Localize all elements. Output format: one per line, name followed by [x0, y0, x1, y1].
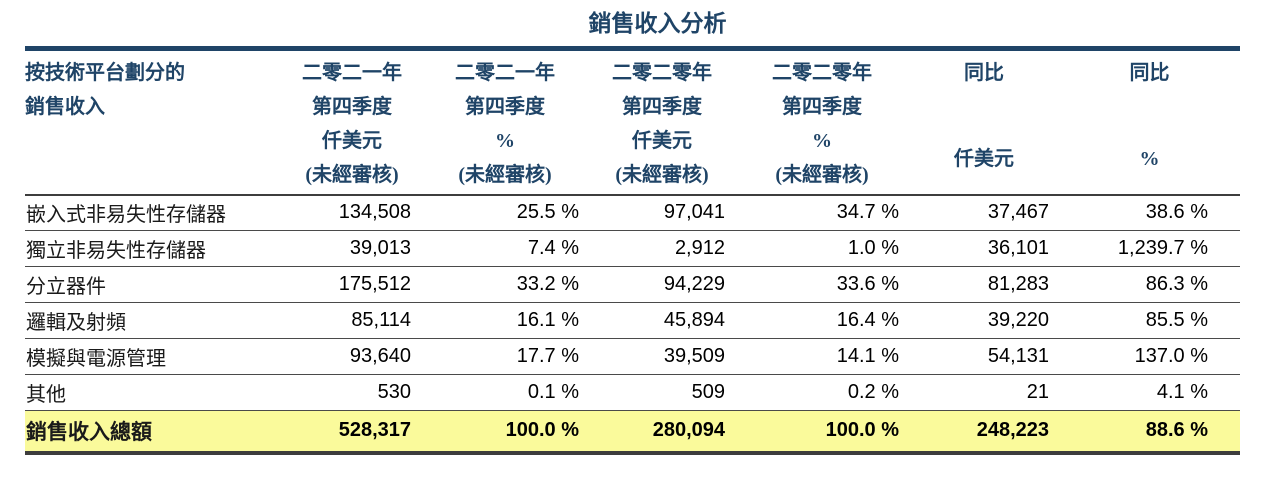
- cell-yoy-usd: 36,101: [987, 237, 1049, 259]
- table-row: 模擬與電源管理 93,640 17.7 % 39,509 14.1 % 54,1…: [25, 339, 1240, 375]
- header-platform: 按技術平台劃分的 銷售收入: [25, 49, 283, 195]
- header-line: 同比: [964, 62, 1004, 84]
- cell-2020q4-usd: 509: [691, 381, 725, 403]
- table-row: 其他 530 0.1 % 509 0.2 % 21 4.1 %: [25, 375, 1240, 411]
- cell-2021q4-usd: 93,640: [349, 345, 411, 367]
- header-row: 按技術平台劃分的 銷售收入 二零二一年 第四季度 仟美元 (未經審核) 二零二一…: [25, 49, 1240, 195]
- header-line: %: [495, 130, 515, 152]
- cell-2020q4-usd: 45,894: [663, 309, 725, 331]
- table-row: 分立器件 175,512 33.2 % 94,229 33.6 % 81,283…: [25, 267, 1240, 303]
- row-label: 其他: [26, 384, 66, 406]
- header-line: %: [812, 130, 832, 152]
- header-yoy-pct: 同比 %: [1059, 49, 1240, 195]
- header-line: 第四季度: [622, 96, 702, 118]
- cell-yoy-pct: 4.1 %: [1156, 381, 1208, 403]
- cell-yoy-usd: 39,220: [987, 309, 1049, 331]
- cell-2020q4-usd: 39,509: [663, 345, 725, 367]
- header-line: %: [1139, 148, 1160, 170]
- header-line: 二零二一年: [302, 62, 402, 84]
- header-line: 第四季度: [312, 96, 392, 118]
- revenue-analysis-section: 銷售收入分析 按技術平台劃分的 銷售收入 二零二一年 第四季度 仟美元: [25, 0, 1240, 455]
- header-line: 仟美元: [322, 130, 382, 152]
- table-row: 嵌入式非易失性存儲器 134,508 25.5 % 97,041 34.7 % …: [25, 195, 1240, 231]
- header-line: 二零二一年: [455, 62, 555, 84]
- cell-2021q4-usd: 134,508: [338, 201, 411, 224]
- cell-2021q4-pct: 33.2 %: [516, 273, 579, 295]
- cell-yoy-pct: 1,239.7 %: [1117, 237, 1208, 259]
- total-2021q4-pct: 100.0 %: [505, 419, 579, 442]
- cell-yoy-pct: 85.5 %: [1145, 309, 1208, 331]
- cell-2021q4-pct: 17.7 %: [516, 345, 579, 367]
- cell-2021q4-pct: 7.4 %: [527, 237, 579, 259]
- row-label: 分立器件: [26, 276, 106, 298]
- cell-2020q4-pct: 33.6 %: [836, 273, 899, 295]
- header-line: (未經審核): [615, 164, 709, 186]
- header-yoy-usd: 同比 仟美元: [909, 49, 1059, 195]
- total-label: 銷售收入總額: [26, 419, 152, 444]
- cell-2020q4-pct: 1.0 %: [847, 237, 899, 259]
- cell-2020q4-usd: 94,229: [663, 273, 725, 295]
- cell-yoy-pct: 38.6 %: [1145, 201, 1208, 224]
- cell-yoy-usd: 21: [1026, 381, 1049, 403]
- cell-2021q4-usd: 175,512: [338, 273, 411, 295]
- cell-2021q4-usd: 530: [377, 381, 411, 403]
- cell-2021q4-pct: 0.1 %: [527, 381, 579, 403]
- header-line: (未經審核): [305, 164, 399, 186]
- row-label: 模擬與電源管理: [26, 348, 166, 370]
- table-row: 獨立非易失性存儲器 39,013 7.4 % 2,912 1.0 % 36,10…: [25, 231, 1240, 267]
- header-line: (未經審核): [458, 164, 552, 186]
- revenue-by-platform-table: 按技術平台劃分的 銷售收入 二零二一年 第四季度 仟美元 (未經審核) 二零二一…: [25, 46, 1240, 455]
- cell-2021q4-usd: 85,114: [351, 309, 411, 331]
- table-footer: 銷售收入總額 528,317 100.0 % 280,094 100.0 % 2…: [25, 410, 1240, 453]
- header-2021q4-pct: 二零二一年 第四季度 % (未經審核): [421, 49, 589, 195]
- row-label: 獨立非易失性存儲器: [26, 240, 206, 262]
- table-header: 按技術平台劃分的 銷售收入 二零二一年 第四季度 仟美元 (未經審核) 二零二一…: [25, 49, 1240, 195]
- cell-2021q4-pct: 25.5 %: [516, 201, 579, 224]
- cell-2021q4-pct: 16.1 %: [516, 309, 579, 331]
- cell-2020q4-usd: 2,912: [674, 237, 725, 259]
- cell-2021q4-usd: 39,013: [349, 237, 411, 259]
- header-line: 二零二零年: [612, 62, 712, 84]
- header-2021q4-usd: 二零二一年 第四季度 仟美元 (未經審核): [283, 49, 421, 195]
- table-row: 邏輯及射頻 85,114 16.1 % 45,894 16.4 % 39,220…: [25, 303, 1240, 339]
- cell-yoy-pct: 137.0 %: [1134, 345, 1208, 367]
- header-line: 仟美元: [954, 148, 1014, 170]
- header-line: 同比: [1129, 62, 1170, 84]
- total-row: 銷售收入總額 528,317 100.0 % 280,094 100.0 % 2…: [25, 410, 1240, 453]
- row-label: 邏輯及射頻: [26, 312, 126, 334]
- header-line: (未經審核): [775, 164, 869, 186]
- total-2020q4-usd: 280,094: [652, 419, 725, 442]
- header-line: 二零二零年: [772, 62, 872, 84]
- cell-yoy-usd: 81,283: [987, 273, 1049, 295]
- cell-2020q4-pct: 34.7 %: [836, 201, 899, 224]
- header-line: 銷售收入: [25, 96, 105, 118]
- cell-2020q4-usd: 97,041: [663, 201, 725, 224]
- header-2020q4-usd: 二零二零年 第四季度 仟美元 (未經審核): [589, 49, 735, 195]
- table-body: 嵌入式非易失性存儲器 134,508 25.5 % 97,041 34.7 % …: [25, 195, 1240, 411]
- cell-yoy-usd: 37,467: [987, 201, 1049, 224]
- row-label: 嵌入式非易失性存儲器: [26, 204, 226, 227]
- header-line: 第四季度: [782, 96, 862, 118]
- cell-2020q4-pct: 14.1 %: [836, 345, 899, 367]
- cell-2020q4-pct: 16.4 %: [836, 309, 899, 331]
- header-2020q4-pct: 二零二零年 第四季度 % (未經審核): [735, 49, 909, 195]
- header-line: 按技術平台劃分的: [25, 62, 185, 84]
- cell-2020q4-pct: 0.2 %: [847, 381, 899, 403]
- header-line: 仟美元: [632, 130, 692, 152]
- total-yoy-usd: 248,223: [976, 419, 1049, 442]
- cell-yoy-pct: 86.3 %: [1145, 273, 1208, 295]
- total-2020q4-pct: 100.0 %: [825, 419, 899, 442]
- cell-yoy-usd: 54,131: [987, 345, 1049, 367]
- header-line: 第四季度: [465, 96, 545, 118]
- total-2021q4-usd: 528,317: [338, 419, 411, 442]
- total-yoy-pct: 88.6 %: [1145, 419, 1208, 442]
- table-title: 銷售收入分析: [588, 11, 727, 36]
